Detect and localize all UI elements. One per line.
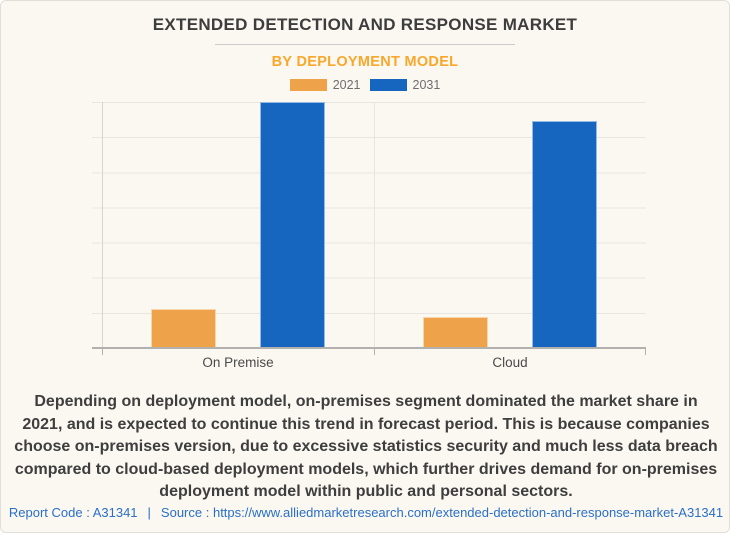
bar-on-premise-2021[interactable] — [151, 308, 216, 348]
bar-on-premise-2031[interactable] — [260, 102, 325, 348]
chart-description: Depending on deployment model, on-premis… — [14, 393, 718, 500]
x-axis-tick — [645, 349, 646, 355]
x-axis-tick — [102, 349, 103, 355]
report-code: Report Code : A31341 — [8, 505, 138, 520]
plot-area — [92, 102, 646, 348]
legend-item-2031[interactable]: 2031 — [369, 78, 441, 92]
legend-swatch-2031 — [369, 79, 407, 91]
legend-label-2021: 2021 — [332, 78, 361, 92]
chart-legend: 2021 2031 — [1, 77, 729, 93]
footer-separator: | — [147, 505, 151, 520]
x-axis-tick — [374, 349, 375, 355]
legend-item-2021[interactable]: 2021 — [289, 78, 361, 92]
page-title: EXTENDED DETECTION AND RESPONSE MARKET — [152, 15, 578, 34]
x-label-on-premise: On Premise — [202, 355, 274, 370]
legend-swatch-2021 — [289, 79, 327, 91]
x-axis-line — [92, 347, 646, 349]
legend-label-2031: 2031 — [412, 78, 441, 92]
chart-subtitle: BY DEPLOYMENT MODEL — [271, 54, 459, 70]
source-link[interactable]: https://www.alliedmarketresearch.com/ext… — [212, 505, 724, 520]
y-axis-line — [102, 102, 103, 348]
x-label-cloud: Cloud — [492, 355, 528, 370]
bar-cloud-2021[interactable] — [423, 317, 488, 348]
bar-cloud-2031[interactable] — [532, 120, 597, 348]
source-label: Source : — [160, 505, 210, 520]
title-divider — [215, 44, 515, 45]
category-divider-gridline — [374, 102, 375, 348]
footer: Report Code : A31341 | Source : https://ww… — [1, 505, 729, 520]
x-axis-labels: On Premise Cloud — [102, 355, 646, 370]
